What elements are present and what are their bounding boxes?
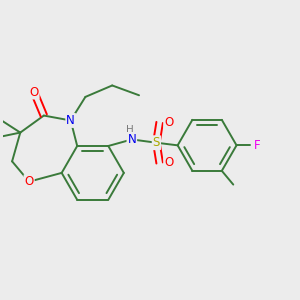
Text: O: O xyxy=(164,116,173,129)
Text: S: S xyxy=(153,136,160,149)
Text: N: N xyxy=(128,133,136,146)
Text: O: O xyxy=(25,175,34,188)
Text: O: O xyxy=(164,157,173,169)
Text: F: F xyxy=(254,139,261,152)
Text: H: H xyxy=(126,125,134,135)
Text: O: O xyxy=(29,85,39,98)
Text: N: N xyxy=(66,114,75,127)
